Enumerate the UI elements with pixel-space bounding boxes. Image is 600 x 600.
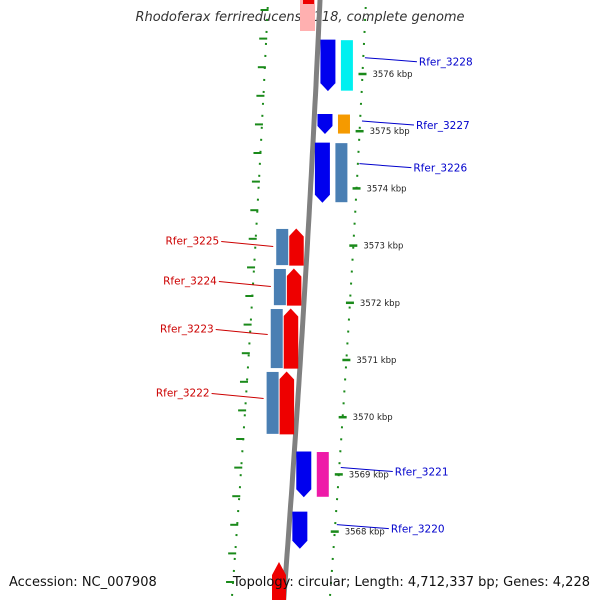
gene-leader-line [359, 163, 412, 169]
gene-category-block-Rfer_3227 [336, 113, 351, 135]
gene-arrow-Rfer_3223[interactable] [283, 308, 299, 369]
genome-summary: Topology: circular; Length: 4,712,337 bp… [232, 575, 590, 590]
gene-leader-line [221, 240, 274, 247]
gene-label-Rfer_3226[interactable]: Rfer_3226 [413, 163, 467, 175]
gene-label-Rfer_3221[interactable]: Rfer_3221 [395, 467, 449, 479]
gene-category-block-Rfer_3226 [334, 142, 349, 204]
gene-label-Rfer_3228[interactable]: Rfer_3228 [419, 57, 473, 69]
gene-arrow-Rfer_3227[interactable] [317, 114, 333, 135]
gene-arrow-Rfer_3224[interactable] [286, 268, 302, 306]
scale-tick-label: 3568 kbp [345, 528, 385, 538]
scale-tick-label: 3573 kbp [363, 242, 403, 252]
gene-label-Rfer_3222[interactable]: Rfer_3222 [156, 387, 210, 399]
scale-tick-label: 3571 kbp [356, 356, 396, 366]
gene-leader-line [340, 467, 393, 473]
gene-arrow-Rfer_3225[interactable] [288, 228, 304, 266]
gene-label-Rfer_3220[interactable]: Rfer_3220 [391, 524, 445, 536]
gene-label-Rfer_3224[interactable]: Rfer_3224 [163, 275, 217, 287]
gene-category-block-Rfer_3223 [269, 308, 284, 370]
accession-label: Accession: NC_007908 [9, 575, 157, 590]
scale-tick-label: 3569 kbp [349, 470, 389, 480]
gene-arrow-Rfer_3226[interactable] [314, 142, 330, 203]
gene-leader-line [361, 120, 415, 126]
scale-tick-label: 3572 kbp [360, 299, 400, 309]
gene-category-block-Rfer_3222 [265, 370, 280, 435]
genome-backbone [281, 0, 323, 600]
gene-leader-line [364, 57, 417, 63]
gene-leader-line [336, 524, 389, 530]
scale-tick-label: 3570 kbp [353, 413, 393, 423]
scale-tick-label: 3576 kbp [372, 70, 412, 80]
gene-category-block-Rfer_3228 [339, 39, 354, 92]
gene-leader-line [215, 329, 268, 336]
partial-gene-bottom [272, 562, 286, 600]
gene-label-Rfer_3225[interactable]: Rfer_3225 [165, 235, 219, 247]
gene-leader-line [211, 392, 264, 399]
gene-label-Rfer_3227[interactable]: Rfer_3227 [416, 120, 470, 132]
gene-leader-line [218, 280, 271, 287]
inner-ruler-ring [230, 0, 270, 600]
partial-gene-top [303, 0, 314, 4]
gene-arrow-Rfer_3222[interactable] [279, 371, 295, 435]
gene-category-block-Rfer_3224 [272, 267, 287, 307]
gene-category-block-Rfer_3221 [315, 451, 330, 498]
gene-arrow-Rfer_3228[interactable] [320, 39, 336, 92]
gene-arrow-Rfer_3220[interactable] [292, 511, 308, 549]
gene-category-block-Rfer_3225 [275, 227, 290, 267]
scale-tick-label: 3574 kbp [367, 184, 407, 194]
partial-gene-top-outer [300, 0, 315, 31]
scale-tick-label: 3575 kbp [370, 127, 410, 137]
gene-label-Rfer_3223[interactable]: Rfer_3223 [160, 324, 214, 336]
gene-arrow-Rfer_3221[interactable] [296, 451, 312, 498]
